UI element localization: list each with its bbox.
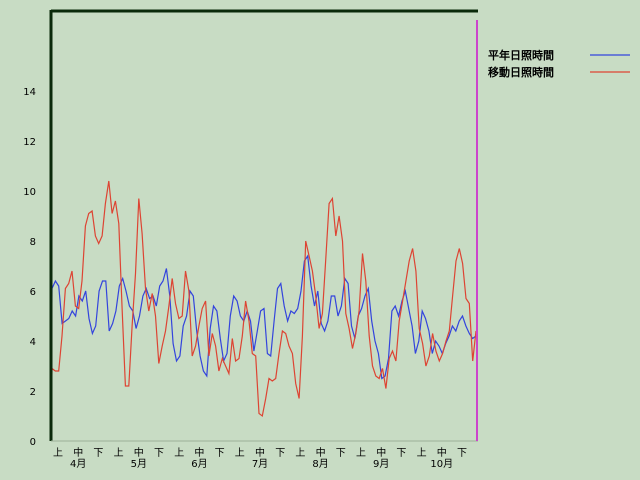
x-tick-label: 下 xyxy=(336,448,346,459)
month-label: 4月 xyxy=(70,458,86,470)
month-label: 9月 xyxy=(373,458,389,470)
x-tick-label: 中 xyxy=(255,446,265,459)
x-tick-label: 下 xyxy=(215,448,225,459)
x-tick-label: 上 xyxy=(356,447,366,459)
y-tick-label: 0 xyxy=(30,437,36,448)
month-label: 10月 xyxy=(430,458,453,470)
series-lines xyxy=(50,180,477,442)
month-label: 7月 xyxy=(252,458,268,470)
x-tick-label: 下 xyxy=(396,448,406,459)
y-tick-label: 6 xyxy=(30,287,36,298)
x-tick-label: 中 xyxy=(134,446,144,459)
x-tick-label: 中 xyxy=(376,446,386,459)
y-tick-label: 2 xyxy=(30,387,36,398)
x-tick-label: 下 xyxy=(154,448,164,459)
series-line-1 xyxy=(50,180,477,442)
x-tick-label: 上 xyxy=(295,447,305,459)
x-axis-months: 4月 5月 6月 7月 8月 9月 10月 xyxy=(70,458,453,470)
x-tick-label: 上 xyxy=(417,447,427,459)
legend-label: 平年日照時間 xyxy=(488,48,554,62)
x-tick-label: 中 xyxy=(316,446,326,459)
y-tick-label: 12 xyxy=(23,137,36,148)
x-tick-label: 上 xyxy=(174,447,184,459)
x-tick-label: 中 xyxy=(194,446,204,459)
x-tick-label: 下 xyxy=(457,448,467,459)
y-axis-ticks: 0 2 4 6 8 10 12 14 xyxy=(23,87,36,448)
x-tick-label: 下 xyxy=(93,448,103,459)
plot-area xyxy=(51,11,478,441)
legend-label: 移動日照時間 xyxy=(488,65,554,79)
x-tick-label: 中 xyxy=(437,446,447,459)
month-label: 6月 xyxy=(191,458,207,470)
month-label: 8月 xyxy=(312,458,328,470)
y-tick-label: 14 xyxy=(23,87,36,98)
x-tick-label: 中 xyxy=(73,446,83,459)
x-axis-ticks: 上中下上中下上中下上中下上中下上中下上中下 xyxy=(53,446,467,459)
y-tick-label: 4 xyxy=(30,337,36,348)
x-tick-label: 上 xyxy=(114,447,124,459)
x-tick-label: 下 xyxy=(275,448,285,459)
x-tick-label: 上 xyxy=(53,447,63,459)
series-line-0 xyxy=(50,254,477,442)
month-label: 5月 xyxy=(131,458,147,470)
x-tick-label: 上 xyxy=(235,447,245,459)
y-tick-label: 8 xyxy=(30,237,36,248)
y-tick-label: 10 xyxy=(23,187,36,198)
